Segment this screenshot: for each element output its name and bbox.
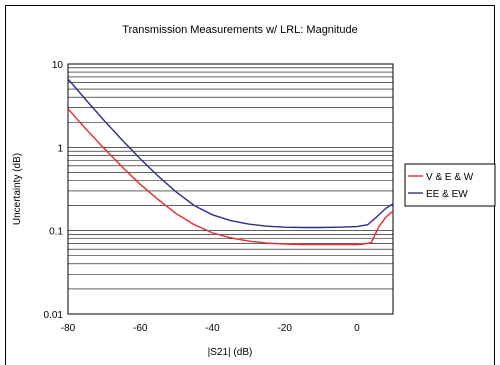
y-tick-label: 1 [57, 143, 63, 154]
series-line [67, 108, 394, 246]
chart-title: Transmission Measurements w/ LRL: Magnit… [122, 24, 358, 36]
x-tick-label: -20 [277, 323, 292, 334]
y-tick-label: 10 [52, 60, 64, 71]
x-tick-label: -40 [205, 323, 220, 334]
legend-label: V & E & W [426, 172, 474, 183]
x-tick-label: -60 [133, 323, 148, 334]
x-axis-label: |S21| (dB) [208, 347, 253, 358]
legend-box [404, 163, 496, 207]
x-tick-label: 0 [354, 323, 360, 334]
y-axis-label: Uncertainty (dB) [12, 153, 23, 225]
y-tick-labels: 0.01 0.1 1 10 [44, 60, 64, 321]
x-tick-label: -80 [61, 323, 76, 334]
legend: V & E & W EE & EW [404, 163, 496, 207]
x-tick-labels: -80 -60 -40 -20 0 [61, 323, 360, 334]
y-tick-label: 0.1 [49, 227, 63, 238]
series-line [67, 78, 394, 229]
legend-label: EE & EW [426, 189, 468, 200]
plot-area [67, 63, 394, 315]
grid [68, 67, 393, 290]
series-group [67, 78, 394, 246]
y-tick-label: 0.01 [44, 310, 64, 321]
